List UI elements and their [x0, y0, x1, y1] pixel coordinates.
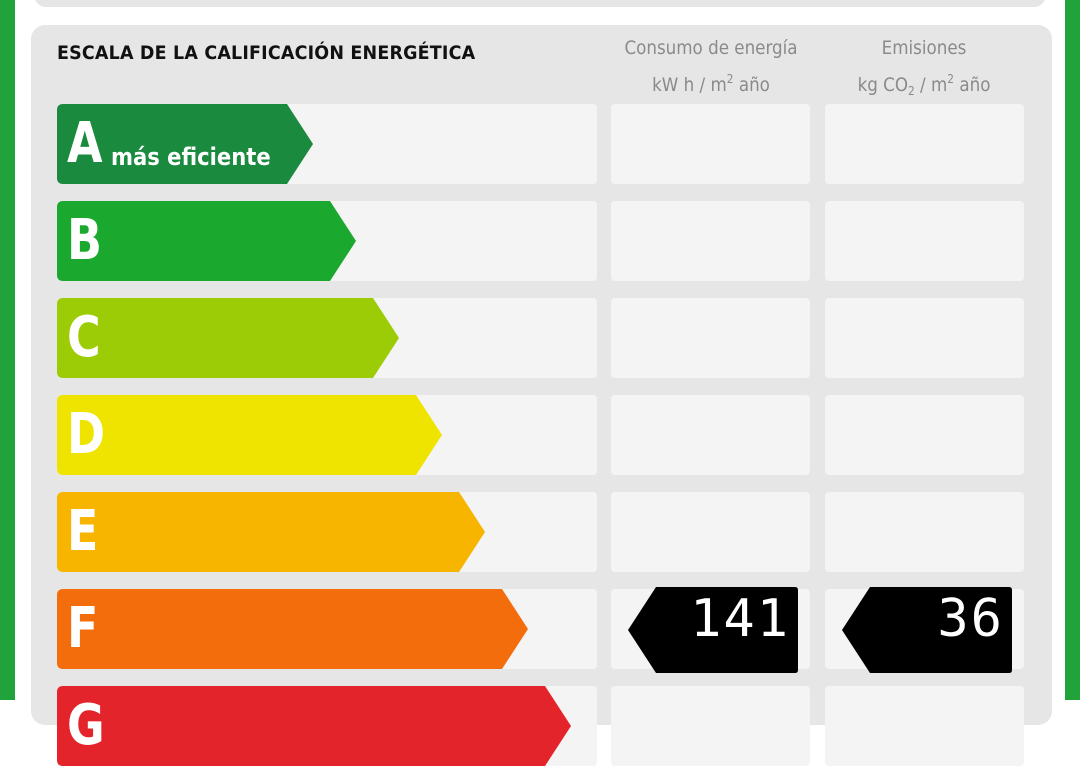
band-letter: A	[67, 111, 103, 176]
band-letter: B	[67, 208, 103, 273]
consumption-header-label: Consumo de energía	[624, 37, 798, 59]
emissions-header: Emisiones kg CO2 / m2 año	[832, 33, 1017, 107]
band-arrow-shape	[57, 201, 356, 281]
band-arrow-fill	[57, 395, 442, 475]
band-note: más eficiente	[111, 143, 271, 171]
consumption-unit: kW h / m2 año	[652, 72, 770, 96]
scale-title: ESCALA DE LA CALIFICACIÓN ENERGÉTICA	[57, 42, 476, 64]
band-arrow-fill	[57, 298, 399, 378]
band-arrow-shape	[57, 686, 571, 766]
value-text: 141	[690, 589, 790, 649]
band-letter: G	[67, 693, 105, 758]
rating-band-g: G	[57, 686, 571, 766]
band-letter: D	[67, 402, 106, 467]
band-arrow-fill	[57, 104, 313, 184]
emissions-unit: kg CO2 / m2 año	[857, 72, 991, 98]
band-arrow-shape	[57, 395, 442, 475]
band-letter: F	[67, 596, 99, 661]
rating-band-e: E	[57, 492, 485, 572]
consumption-cell	[611, 104, 810, 184]
emissions-header-label: Emisiones	[881, 37, 967, 59]
rating-band-d: D	[57, 395, 442, 475]
emissions-cell	[825, 104, 1024, 184]
band-arrow-fill	[57, 686, 571, 766]
band-arrow-fill	[57, 201, 356, 281]
consumption-header: Consumo de energía kW h / m2 año	[619, 33, 804, 101]
value-tag-fill	[842, 587, 1012, 673]
emissions-cell	[825, 201, 1024, 281]
rating-band-f: F	[57, 589, 528, 669]
band-arrow-fill	[57, 492, 485, 572]
band-arrow-shape	[57, 589, 528, 669]
band-letter: E	[67, 499, 99, 564]
rating-band-b: B	[57, 201, 356, 281]
emissions-cell	[825, 395, 1024, 475]
value-text: 36	[937, 589, 1004, 649]
band-arrow-shape	[57, 492, 485, 572]
value-tag-fill	[628, 587, 798, 673]
top-panel	[34, 0, 1046, 7]
band-arrow-shape	[57, 104, 313, 184]
consumption-cell	[611, 492, 810, 572]
emissions-cell	[825, 298, 1024, 378]
emissions-cell	[825, 492, 1024, 572]
value-tag-shape	[628, 587, 798, 673]
consumption-value-tag: 141	[628, 587, 798, 673]
consumption-cell	[611, 686, 810, 766]
emissions-cell	[825, 686, 1024, 766]
consumption-cell	[611, 298, 810, 378]
consumption-cell	[611, 395, 810, 475]
band-arrow-shape	[57, 298, 399, 378]
value-tag-shape	[842, 587, 1012, 673]
band-arrow-fill	[57, 589, 528, 669]
rating-band-c: C	[57, 298, 399, 378]
band-letter: C	[67, 305, 101, 370]
consumption-cell	[611, 201, 810, 281]
emissions-value-tag: 36	[842, 587, 1012, 673]
